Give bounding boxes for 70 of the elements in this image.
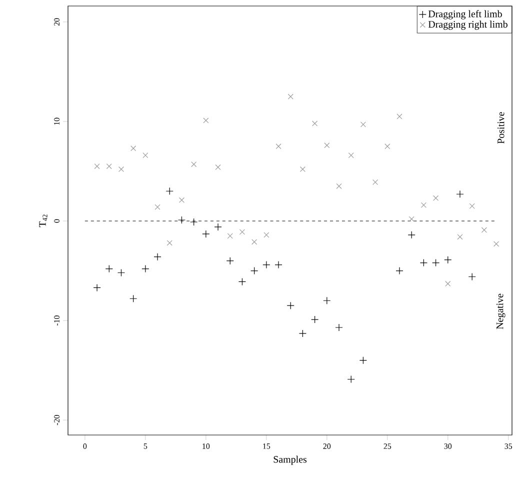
point xyxy=(312,120,318,126)
point xyxy=(360,122,366,128)
annotation: Negative xyxy=(496,294,506,330)
point xyxy=(190,218,198,226)
point xyxy=(118,166,124,172)
point xyxy=(262,260,270,269)
point xyxy=(252,239,258,245)
point xyxy=(106,163,112,170)
annotation: Positive xyxy=(498,112,504,144)
point xyxy=(444,256,452,264)
point xyxy=(494,241,500,247)
point xyxy=(408,231,416,239)
legend-label: Dragging left limb xyxy=(428,10,502,20)
point xyxy=(178,216,186,224)
point xyxy=(347,375,355,384)
y-axis-title: T$_{42}$ xyxy=(39,214,48,228)
point xyxy=(372,179,378,185)
point xyxy=(215,164,221,170)
point xyxy=(396,114,402,120)
point xyxy=(227,233,233,239)
point xyxy=(202,230,210,238)
point xyxy=(166,187,174,195)
point xyxy=(178,197,184,203)
point xyxy=(469,203,475,209)
point xyxy=(154,204,160,210)
point xyxy=(142,264,150,273)
point xyxy=(323,296,331,304)
point xyxy=(408,216,414,222)
point xyxy=(130,146,136,152)
point xyxy=(432,259,440,267)
point xyxy=(456,190,464,198)
point xyxy=(288,94,294,100)
point xyxy=(239,229,245,235)
point xyxy=(324,142,330,148)
point xyxy=(359,356,367,364)
point xyxy=(468,272,476,281)
point xyxy=(117,268,126,277)
point xyxy=(420,202,426,208)
legend-label: Dragging right limb xyxy=(428,20,508,30)
point xyxy=(481,227,487,233)
point xyxy=(94,163,100,170)
point xyxy=(154,253,162,261)
point xyxy=(420,259,428,267)
point xyxy=(166,240,172,246)
point xyxy=(250,266,258,275)
point xyxy=(348,152,354,158)
point xyxy=(300,166,306,172)
point xyxy=(276,144,282,150)
point xyxy=(335,324,343,332)
point xyxy=(203,118,209,124)
point xyxy=(214,223,222,231)
point xyxy=(142,152,148,158)
point xyxy=(191,161,197,168)
point xyxy=(93,284,101,292)
point xyxy=(336,183,342,189)
point xyxy=(298,330,307,338)
point xyxy=(457,234,463,240)
x-axis-title: Samples xyxy=(274,456,307,465)
point xyxy=(274,260,282,269)
point xyxy=(238,278,246,286)
point xyxy=(286,302,294,310)
point xyxy=(105,264,113,273)
point xyxy=(445,280,451,286)
point xyxy=(396,266,404,275)
point xyxy=(384,144,390,150)
point xyxy=(264,232,270,238)
point xyxy=(433,195,439,201)
point xyxy=(130,294,138,302)
point xyxy=(311,316,319,324)
point xyxy=(226,257,234,265)
